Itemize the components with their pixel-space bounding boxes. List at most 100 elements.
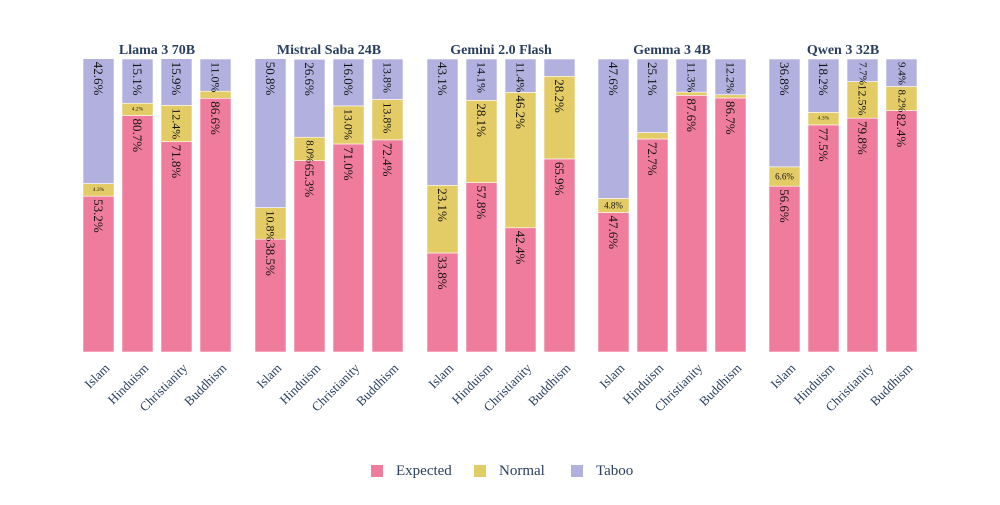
data-label-taboo: 18.2% <box>816 62 831 96</box>
bar-christianity: 87.6% 11.3% <box>675 58 708 353</box>
bar-segment-taboo <box>543 58 576 77</box>
legend-item-expected[interactable]: Expected <box>371 463 452 479</box>
panel-title: Gemini 2.0 Flash <box>450 43 552 58</box>
data-label-normal: 28.1% <box>474 103 489 137</box>
bar-segment-normal <box>714 94 747 99</box>
data-label-expected: 42.4% <box>513 231 528 265</box>
bar-islam: 56.6% 6.6% 36.8% <box>768 58 801 353</box>
data-label-expected: 86.7% <box>723 101 738 135</box>
data-label-taboo: 7.7% <box>857 62 869 85</box>
data-label-normal: 6.6% <box>775 171 794 181</box>
x-tick-label: Islam <box>767 360 798 391</box>
x-tick-label: Islam <box>425 360 456 391</box>
bar-segment-normal <box>371 99 404 141</box>
data-label-expected: 77.5% <box>816 128 831 162</box>
data-label-normal: 10.8% <box>264 211 278 242</box>
data-label-normal: 28.2% <box>552 79 567 113</box>
bar-segment-expected <box>846 117 879 353</box>
x-tick-label: Buddhism <box>696 360 744 408</box>
data-label-taboo: 36.8% <box>777 62 792 96</box>
panel-gemma-3-4b: Gemma 3 4B47.6%4.8%47.6%Islam72.7%25.1%H… <box>596 43 747 414</box>
bar-segment-taboo <box>636 58 669 133</box>
legend-swatch <box>571 465 583 477</box>
bar-segment-expected <box>332 143 365 353</box>
bar-segment-expected <box>675 95 708 353</box>
data-label-taboo: 42.6% <box>91 62 106 96</box>
panel-title: Qwen 3 32B <box>807 43 879 58</box>
bar-christianity: 71.0% 13.0% 16.0% <box>332 58 365 353</box>
bar-hinduism: 65.3%8.0% 26.6% <box>293 58 326 353</box>
data-label-normal: 12.5% <box>856 85 870 116</box>
data-label-expected: 71.8% <box>169 145 184 179</box>
legend-label: Taboo <box>596 463 633 479</box>
bar-christianity: 71.8% 12.4% 15.9% <box>160 58 193 353</box>
data-label-taboo: 11.0% <box>209 62 223 93</box>
data-label-taboo: 11.4% <box>514 62 528 93</box>
data-label-taboo: 16.0% <box>341 62 356 96</box>
panels-layer: Llama 3 70B 53.2% 4.3% 42.6% Islam 80.7% 4.2% 1… <box>81 43 918 414</box>
bar-segment-taboo <box>332 58 365 107</box>
bar-segment-normal <box>675 91 708 96</box>
bar-segment-normal <box>465 100 498 183</box>
data-label-expected: 72.7% <box>645 142 660 176</box>
panel-title: Mistral Saba 24B <box>277 43 381 58</box>
data-label-expected: 38.5% <box>263 242 278 276</box>
bar-islam: 38.5%10.8% 50.8% <box>254 58 287 353</box>
bar-segment-normal <box>885 86 918 111</box>
panel-llama-3-70b: Llama 3 70B 53.2% 4.3% 42.6% Islam 80.7% 4.2% 1… <box>81 43 232 414</box>
bar-buddhism: 65.9% 28.2% <box>543 58 576 353</box>
data-label-normal: 8.2% <box>896 90 908 113</box>
data-label-normal: 23.1% <box>435 188 450 222</box>
legend-label: Normal <box>499 463 545 479</box>
bar-segment-expected <box>807 124 840 353</box>
data-label-taboo: 25.1% <box>645 62 660 96</box>
bar-segment-taboo <box>293 58 326 138</box>
bar-buddhism: 86.6% 11.0% <box>199 58 232 353</box>
legend: Expected Normal Taboo <box>371 463 633 479</box>
bar-buddhism: 82.4%8.2% 9.4% <box>885 58 918 353</box>
bar-segment-normal <box>426 184 459 254</box>
bar-christianity: 42.4% 46.2% 11.4% <box>504 58 537 353</box>
bar-segment-taboo <box>807 58 840 113</box>
bar-islam: 47.6% 4.8% 47.6% <box>597 58 630 353</box>
data-label-taboo: 15.1% <box>130 62 145 96</box>
x-tick-label: Islam <box>253 360 284 391</box>
bar-segment-taboo <box>426 58 459 186</box>
data-label-expected: 72.4% <box>380 143 395 177</box>
legend-item-taboo[interactable]: Taboo <box>571 463 633 479</box>
data-label-expected: 53.2% <box>91 199 106 233</box>
bar-segment-taboo <box>160 58 193 106</box>
x-tick-label: Islam <box>81 360 112 391</box>
bar-segment-expected <box>465 182 498 353</box>
data-label-normal: 13.0% <box>342 109 356 140</box>
bar-segment-expected <box>426 252 459 353</box>
bar-hinduism: 80.7% 4.2% 15.1% <box>121 58 154 353</box>
data-label-expected: 80.7% <box>130 119 145 153</box>
data-label-expected: 57.8% <box>474 186 489 220</box>
bar-hinduism: 57.8% 28.1% 14.1% <box>465 58 498 353</box>
bar-segment-taboo <box>504 58 537 93</box>
bar-segment-expected <box>160 141 193 353</box>
bar-buddhism: 72.4% 13.8% 13.8% <box>371 58 404 353</box>
data-label-normal: 46.2% <box>513 95 528 129</box>
data-label-taboo: 12.2% <box>724 62 738 93</box>
data-label-normal: 4.3% <box>93 187 105 193</box>
bar-segment-normal <box>636 132 669 140</box>
x-tick-label: Buddhism <box>353 360 401 408</box>
data-label-expected: 87.6% <box>684 98 699 132</box>
data-label-expected: 79.8% <box>855 121 870 155</box>
data-label-taboo: 9.4% <box>896 62 908 85</box>
bar-segment-expected <box>254 238 287 353</box>
panel-qwen-3-32b: Qwen 3 32B 56.6% 6.6% 36.8% Islam 77.5% 4.3% 18… <box>767 43 918 414</box>
legend-swatch <box>474 465 486 477</box>
bar-islam: 53.2% 4.3% 42.6% <box>82 58 115 353</box>
legend-label: Expected <box>396 463 452 479</box>
bar-buddhism: 86.7% 12.2% <box>714 58 747 353</box>
bar-segment-expected <box>714 97 747 353</box>
bar-segment-taboo <box>885 58 918 87</box>
data-label-expected: 33.8% <box>435 256 450 290</box>
data-label-expected: 56.6% <box>777 189 792 223</box>
legend-item-normal[interactable]: Normal <box>474 463 545 479</box>
